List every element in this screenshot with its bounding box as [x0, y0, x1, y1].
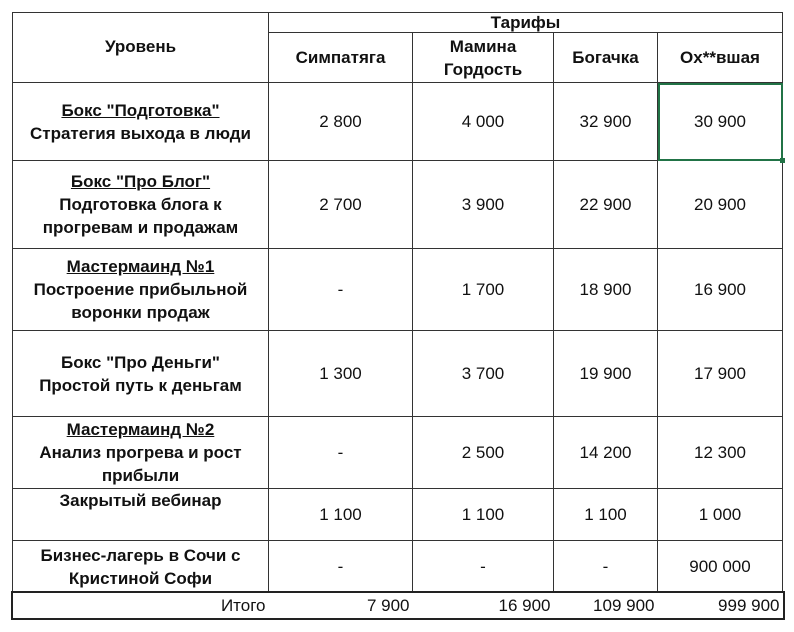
- level-cell[interactable]: Мастермаинд №2 Анализ прогрева и рост при…: [12, 416, 269, 489]
- price-cell[interactable]: 22 900: [553, 160, 658, 249]
- level-subtitle: Анализ прогрева и рост прибыли: [39, 443, 242, 485]
- price-cell[interactable]: 14 200: [553, 416, 658, 489]
- price-cell[interactable]: 12 300: [657, 416, 783, 489]
- price-cell[interactable]: 4 000: [412, 82, 554, 161]
- price-cell[interactable]: 2 800: [268, 82, 413, 161]
- table-row: Закрытый вебинар 1 100 1 100 1 100 1 000: [12, 488, 783, 541]
- price-cell[interactable]: 1 700: [412, 248, 554, 331]
- level-subtitle: Простой путь к деньгам: [39, 375, 242, 395]
- level-title: Бокс "Про Блог": [70, 172, 211, 191]
- total-row: Итого 7 900 16 900 109 900 999 900: [10, 590, 785, 620]
- table-row: Бокс "Про Деньги" Простой путь к деньгам 1…: [12, 330, 783, 417]
- total-col-1[interactable]: 7 900: [366, 595, 410, 615]
- header-tariffs[interactable]: Тарифы: [268, 12, 783, 33]
- price-cell[interactable]: 3 700: [412, 330, 554, 417]
- price-cell[interactable]: 20 900: [657, 160, 783, 249]
- table-row: Бокс "Подготовка" Стратегия выхода в люди…: [12, 82, 786, 164]
- price-cell[interactable]: -: [268, 248, 413, 331]
- level-cell[interactable]: Бокс "Про Блог" Подготовка блога к прогре…: [12, 160, 269, 249]
- level-title: Мастермаинд №2: [66, 420, 215, 439]
- price-cell[interactable]: 19 900: [553, 330, 658, 417]
- price-cell[interactable]: 17 900: [657, 330, 783, 417]
- spreadsheet: Уровень Тарифы Симпатяга Мамина Гордость…: [10, 12, 786, 620]
- level-title: Бокс "Подготовка": [61, 100, 220, 120]
- level-subtitle: Стратегия выхода в люди: [29, 123, 252, 143]
- level-title: Бокс "Про Деньги": [61, 352, 220, 372]
- price-cell[interactable]: 1 000: [657, 488, 783, 541]
- table-row: Мастермаинд №2 Анализ прогрева и рост при…: [12, 416, 783, 489]
- header-level[interactable]: Уровень: [12, 12, 269, 83]
- level-cell[interactable]: Закрытый вебинар: [12, 488, 269, 541]
- price-cell[interactable]: 32 900: [553, 82, 658, 161]
- price-cell[interactable]: 16 900: [657, 248, 783, 331]
- price-cell[interactable]: -: [553, 540, 658, 593]
- level-cell[interactable]: Мастермаинд №1 Построение прибыльной воро…: [12, 248, 269, 331]
- level-title: Бизнес-лагерь в Сочи с Кристиной Софи: [40, 545, 241, 588]
- price-cell[interactable]: -: [268, 416, 413, 489]
- level-cell[interactable]: Бизнес-лагерь в Сочи с Кристиной Софи: [12, 540, 269, 593]
- price-cell[interactable]: 18 900: [553, 248, 658, 331]
- price-cell[interactable]: 1 100: [553, 488, 658, 541]
- total-col-4[interactable]: 999 900: [718, 595, 780, 615]
- price-cell[interactable]: 2 700: [268, 160, 413, 249]
- table-row: Бокс "Про Блог" Подготовка блога к прогре…: [12, 160, 783, 249]
- total-label[interactable]: Итого: [220, 595, 266, 615]
- level-cell[interactable]: Бокс "Про Деньги" Простой путь к деньгам: [12, 330, 269, 417]
- price-cell[interactable]: 30 900: [657, 82, 786, 164]
- header-col-2[interactable]: Мамина Гордость: [412, 32, 554, 83]
- header-col-3[interactable]: Богачка: [553, 32, 658, 83]
- price-cell[interactable]: -: [412, 540, 554, 593]
- total-col-3[interactable]: 109 900: [593, 595, 655, 615]
- header-col-4[interactable]: Ох**вшая: [657, 32, 783, 83]
- price-cell[interactable]: 1 300: [268, 330, 413, 417]
- price-cell[interactable]: 2 500: [412, 416, 554, 489]
- table-row: Мастермаинд №1 Построение прибыльной воро…: [12, 248, 783, 331]
- level-subtitle: Подготовка блога к прогревам и продажам: [42, 195, 239, 237]
- total-col-2[interactable]: 16 900: [498, 595, 551, 615]
- level-cell[interactable]: Бокс "Подготовка" Стратегия выхода в люди: [12, 82, 269, 161]
- price-cell[interactable]: 3 900: [412, 160, 554, 249]
- level-title: Мастермаинд №1: [66, 257, 215, 276]
- level-title: Закрытый вебинар: [59, 491, 222, 510]
- tariff-table: Уровень Тарифы Симпатяга Мамина Гордость…: [10, 12, 786, 620]
- price-cell[interactable]: 1 100: [268, 488, 413, 541]
- table-row: Бизнес-лагерь в Сочи с Кристиной Софи - - -…: [12, 540, 783, 593]
- price-cell[interactable]: 900 000: [657, 540, 783, 593]
- price-cell[interactable]: 1 100: [412, 488, 554, 541]
- header-col-1[interactable]: Симпатяга: [268, 32, 413, 83]
- price-cell[interactable]: -: [268, 540, 413, 593]
- level-subtitle: Построение прибыльной воронки продаж: [33, 280, 248, 322]
